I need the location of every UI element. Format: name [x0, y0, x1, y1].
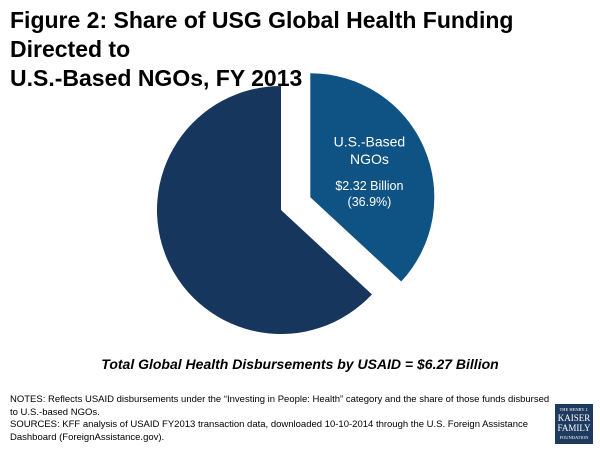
logo-line-2: KAISER: [558, 413, 591, 423]
title-line-1: Figure 2: Share of USG Global Health Fun…: [10, 7, 514, 62]
title-line-2: U.S.-Based NGOs, FY 2013: [10, 65, 303, 91]
notes-text: NOTES: Reflects USAID disbursements unde…: [10, 394, 550, 418]
logo-line-1: THE HENRY J.: [560, 407, 589, 412]
kff-logo: THE HENRY J. KAISER FAMILY FOUNDATION: [555, 404, 593, 444]
slice-label-line-3: $2.32 Billion: [335, 179, 403, 193]
logo-line-3: FAMILY: [558, 423, 591, 433]
pie-slice-us-based-ngos: [310, 73, 435, 282]
chart-title: Figure 2: Share of USG Global Health Fun…: [10, 6, 590, 93]
sources-text: SOURCES: KFF analysis of USAID FY2013 tr…: [10, 419, 529, 443]
slice-label-line-4: (36.9%): [348, 195, 392, 209]
logo-line-4: FOUNDATION: [560, 435, 590, 440]
notes-block: NOTES: Reflects USAID disbursements unde…: [10, 394, 550, 444]
slice-label-line-0: U.S.-Based: [334, 134, 406, 150]
logo-background: [555, 404, 593, 444]
total-disbursements-caption: Total Global Health Disbursements by USA…: [101, 356, 499, 372]
pie-slice-other: [156, 86, 372, 335]
slice-label-line-1: NGOs: [350, 151, 389, 167]
